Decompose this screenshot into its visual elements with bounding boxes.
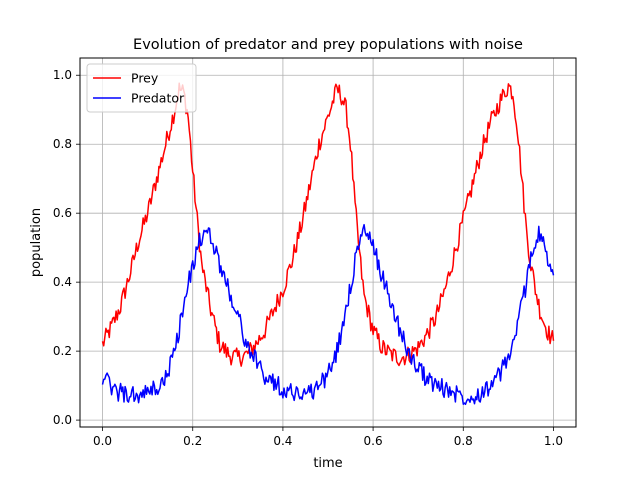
y-tick-label: 0.6	[53, 206, 72, 220]
y-tick-label: 0.2	[53, 344, 72, 358]
x-tick-label: 0.8	[454, 434, 473, 448]
x-tick-label: 0.0	[93, 434, 112, 448]
legend-label-predator: Predator	[131, 91, 185, 106]
x-axis-label: time	[313, 456, 342, 471]
x-tick-label: 0.4	[273, 434, 292, 448]
y-tick-label: 0.8	[53, 137, 72, 151]
legend-box	[86, 63, 197, 113]
grid	[80, 58, 576, 427]
ticks: 0.0 0.2 0.4 0.6 0.8 1.0 0.0 0.2 0.4 0.6 0.8 1.0	[53, 68, 563, 448]
x-tick-label: 0.2	[183, 434, 202, 448]
y-tick-label: 0.0	[53, 413, 72, 427]
x-tick-label: 1.0	[544, 434, 563, 448]
series-line-predator	[101, 223, 555, 406]
y-axis-label: population	[29, 208, 44, 277]
legend-label-prey: Prey	[131, 71, 159, 86]
y-tick-label: 1.0	[53, 68, 72, 82]
legend: Prey Predator	[86, 63, 197, 113]
plot-frame	[79, 57, 577, 428]
chart-title: Evolution of predator and prey populatio…	[133, 37, 523, 53]
x-tick-label: 0.6	[364, 434, 383, 448]
y-tick-label: 0.4	[53, 275, 72, 289]
